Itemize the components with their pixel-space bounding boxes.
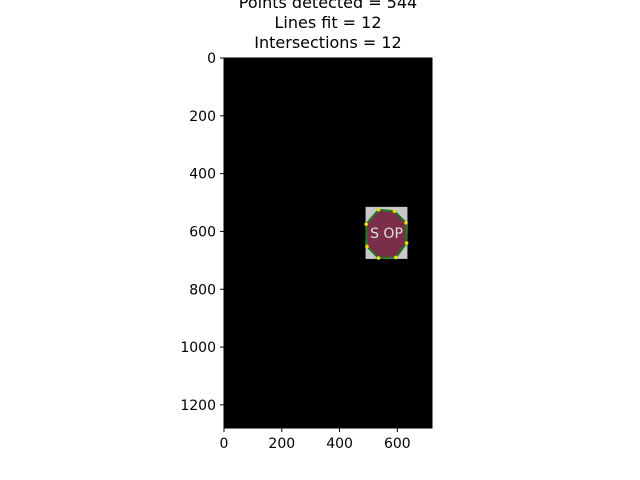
y-tick-label: 0 [207, 51, 216, 67]
intersection-point [376, 256, 381, 260]
y-tick-label: 1200 [180, 398, 216, 414]
x-tick-label: 400 [326, 436, 353, 452]
y-axis: 0 200 400 600 800 1000 1200 [180, 51, 224, 414]
y-tick-label: 800 [189, 282, 216, 298]
intersection-point [364, 222, 368, 227]
fit-line [365, 209, 380, 225]
y-tick-label: 600 [189, 224, 216, 240]
title-line-3: Intersections = 12 [254, 33, 401, 52]
fit-line [393, 210, 407, 224]
x-tick-label: 600 [384, 436, 411, 452]
y-tick-label: 400 [189, 167, 216, 183]
intersection-point [365, 244, 369, 249]
fit-line [366, 245, 380, 259]
sign-text: S OP [370, 226, 403, 242]
x-axis: 0 200 400 600 [220, 428, 411, 452]
title-line-1: Points detected = 544 [239, 0, 417, 12]
intersection-point [394, 255, 398, 260]
intersection-point [404, 241, 409, 245]
fit-line [405, 222, 408, 244]
x-tick-label: 0 [220, 436, 229, 452]
title-line-2: Lines fit = 12 [274, 13, 381, 32]
fit-line [378, 209, 395, 212]
stop-sign-region: S OP [364, 206, 409, 260]
fit-line [395, 242, 408, 258]
y-tick-label: 1000 [180, 340, 216, 356]
y-tick-label: 200 [189, 109, 216, 125]
fit-line [378, 256, 396, 259]
x-tick-label: 200 [268, 436, 295, 452]
intersection-point [392, 209, 397, 214]
intersection-point [404, 220, 408, 225]
intersection-point [376, 207, 381, 212]
fit-line [365, 224, 368, 247]
